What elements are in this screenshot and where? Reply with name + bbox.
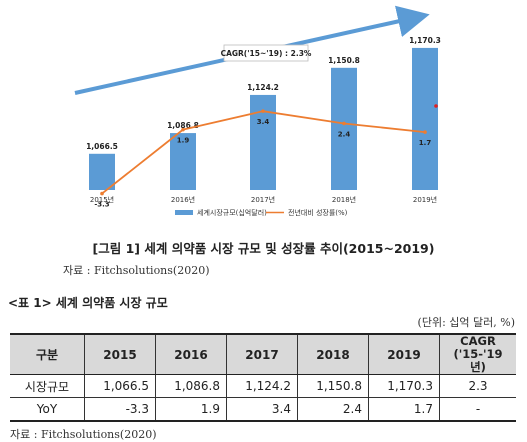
table-row: YoY -3.3 1.9 3.4 2.4 1.7 - <box>10 398 516 422</box>
growth-value-label: 3.4 <box>257 118 270 126</box>
bar-value-label: 1,170.3 <box>409 36 441 45</box>
x-tick-label: 2015년 <box>90 195 114 204</box>
market-chart: 1,066.51,086.81,124.21,150.81,170.3 -3.3… <box>0 0 527 232</box>
growth-point-4 <box>423 130 427 134</box>
header-category: 구분 <box>10 334 85 375</box>
bar-4 <box>412 48 438 190</box>
growth-point-1 <box>181 128 185 132</box>
growth-value-label: 1.7 <box>419 139 432 147</box>
cagr-annotation: CAGR('15~'19) : 2.3% <box>221 49 312 58</box>
table-cell: 3.4 <box>227 398 298 422</box>
table-cell: 1,170.3 <box>369 375 440 398</box>
table-cell-cagr: - <box>440 398 517 422</box>
table-cell: 1,066.5 <box>85 375 156 398</box>
header-2017: 2017 <box>227 334 298 375</box>
x-tick-label: 2016년 <box>171 195 195 204</box>
legend-bar-label: 세계시장규모(십억달러) <box>197 208 267 217</box>
market-table: 구분 2015 2016 2017 2018 2019 CAGR ('15-'1… <box>10 333 516 422</box>
growth-value-label: 2.4 <box>338 130 351 138</box>
table-source: 자료 : Fitchsolutions(2020) <box>10 426 157 442</box>
figure-source: 자료 : Fitchsolutions(2020) <box>63 262 210 278</box>
table-row: 시장규모 1,066.5 1,086.8 1,124.2 1,150.8 1,1… <box>10 375 516 398</box>
table-header-row: 구분 2015 2016 2017 2018 2019 CAGR ('15-'1… <box>10 334 516 375</box>
header-cagr: CAGR ('15-'19년) <box>440 334 517 375</box>
table-unit: (단위: 십억 달러, %) <box>418 314 515 330</box>
legend-line-label: 전년대비 성장률(%) <box>288 208 348 217</box>
table-cell: 1,086.8 <box>156 375 227 398</box>
bar-value-label: 1,066.5 <box>86 142 118 151</box>
legend: 세계시장규모(십억달러) 전년대비 성장률(%) <box>175 208 348 217</box>
bar-0 <box>89 154 115 190</box>
figure-caption: [그림 1] 세계 의약품 시장 규모 및 성장률 추이(2015~2019) <box>0 238 527 257</box>
x-tick-label: 2017년 <box>251 195 275 204</box>
row-label: YoY <box>10 398 85 422</box>
growth-point-3 <box>342 122 346 126</box>
cagr-annotation-box: CAGR('15~'19) : 2.3% <box>221 45 312 61</box>
table-cell: 1.7 <box>369 398 440 422</box>
table-cell: 1,124.2 <box>227 375 298 398</box>
table-cell-cagr: 2.3 <box>440 375 517 398</box>
bar-2 <box>250 95 276 190</box>
row-label: 시장규모 <box>10 375 85 398</box>
table-cell: 1,150.8 <box>298 375 369 398</box>
header-2019: 2019 <box>369 334 440 375</box>
legend-bar-swatch <box>175 210 193 215</box>
x-tick-label: 2019년 <box>413 195 437 204</box>
growth-point-0 <box>100 192 104 196</box>
header-2015: 2015 <box>85 334 156 375</box>
growth-value-label: 1.9 <box>177 137 190 145</box>
table-cell: 2.4 <box>298 398 369 422</box>
header-cagr-line2: ('15-'19년) <box>446 348 510 374</box>
table-title: <표 1> 세계 의약품 시장 규모 <box>8 294 168 311</box>
header-2016: 2016 <box>156 334 227 375</box>
bar-value-label: 1,150.8 <box>328 56 360 65</box>
bar-value-label: 1,124.2 <box>247 83 279 92</box>
header-2018: 2018 <box>298 334 369 375</box>
x-tick-label: 2018년 <box>332 195 356 204</box>
stray-dot <box>434 104 438 108</box>
table-cell: 1.9 <box>156 398 227 422</box>
table-cell: -3.3 <box>85 398 156 422</box>
bar-3 <box>331 68 357 190</box>
growth-point-2 <box>261 109 265 113</box>
